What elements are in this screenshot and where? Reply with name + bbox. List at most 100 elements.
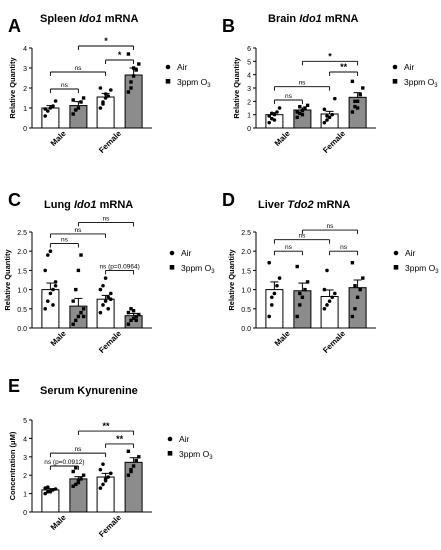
y-tick-label: 0.0 (17, 326, 27, 333)
data-point (267, 114, 272, 118)
data-point (98, 86, 103, 90)
significance-bracket: ns (273, 233, 331, 244)
data-point (325, 118, 329, 122)
y-axis-label: Relative Quantity (232, 57, 241, 119)
legend-o3-text: 3ppm O (404, 77, 435, 87)
data-point (355, 295, 360, 299)
data-point (48, 249, 53, 253)
significance-label: * (104, 36, 108, 46)
data-point (51, 287, 55, 292)
data-point (277, 276, 282, 280)
x-tick-label: Female (97, 129, 123, 155)
significance-bracket: ns (p=0.0964) (99, 263, 140, 275)
bar-o3 (348, 287, 367, 329)
data-point (305, 103, 310, 108)
significance-label: ns (285, 93, 293, 100)
significance-label: ns (327, 223, 335, 230)
data-point (272, 291, 277, 296)
data-point (303, 106, 307, 110)
data-point (48, 106, 53, 110)
data-point (53, 283, 58, 288)
significance-bracket: ns (49, 237, 79, 248)
significance-label: ns (75, 65, 83, 72)
data-point (71, 98, 75, 102)
x-tick-label: Male (49, 129, 68, 148)
chart-title: Lung Ido1 mRNA (44, 199, 133, 211)
legend-o3-marker (169, 265, 175, 270)
data-point (129, 467, 133, 472)
data-point (275, 110, 279, 114)
data-point (137, 312, 141, 317)
data-point (71, 469, 75, 474)
data-point (71, 112, 75, 116)
significance-bracket: ns (p=0.0912) (44, 459, 85, 470)
data-point (81, 307, 86, 311)
legend-air-label: Air (179, 434, 190, 444)
data-point (51, 104, 55, 108)
legend: Air 3ppm O3 (392, 62, 438, 89)
data-point (79, 100, 83, 104)
data-point (333, 96, 337, 101)
panel-letter: E (8, 376, 20, 396)
data-point (355, 106, 360, 110)
chart-title: Liver Tdo2 mRNA (258, 199, 350, 211)
data-point (48, 489, 53, 494)
data-point (74, 482, 78, 487)
data-point (106, 475, 110, 479)
legend-air-label: Air (405, 248, 416, 258)
legend-o3-text: 3ppm O (179, 449, 210, 459)
significance-bracket: ns (273, 244, 303, 256)
title-suffix: mRNA (97, 199, 134, 211)
panel-E: E Serum Kynurenine 0 1 2 3 4 5 Concentration (μM… (8, 376, 213, 539)
data-point (76, 268, 81, 273)
y-axis-label: Relative Quantity (227, 249, 236, 311)
bar-air (96, 96, 115, 129)
data-point (134, 314, 138, 319)
data-point (43, 307, 47, 311)
y-tick-label: 1.5 (241, 268, 251, 275)
data-point (101, 283, 105, 288)
data-point (295, 110, 299, 114)
data-point (361, 276, 365, 280)
y-tick-label: 3 (247, 86, 251, 93)
y-tick-label: 2 (23, 473, 27, 480)
title-gene: Ido1 (74, 199, 97, 211)
bar-air (265, 289, 284, 329)
y-tick-label: 1 (247, 113, 251, 120)
data-point (303, 287, 307, 292)
legend-o3-subscript: 3 (435, 269, 439, 275)
panel-letter: D (222, 190, 235, 210)
legend-o3-subscript: 3 (207, 83, 211, 89)
y-tick-label: 3 (23, 66, 27, 73)
data-point (43, 491, 47, 496)
data-point (350, 314, 355, 319)
data-point (350, 261, 355, 265)
title-main: Lung (44, 199, 74, 211)
data-point (101, 303, 105, 307)
data-point (325, 114, 329, 118)
legend-o3-text: 3ppm O (405, 263, 436, 273)
legend-o3-label: 3ppm O3 (405, 263, 439, 275)
data-point (327, 299, 332, 303)
data-point (53, 487, 58, 491)
significance-bracket: * (105, 50, 135, 64)
legend-air-label: Air (177, 62, 188, 72)
data-point (98, 287, 103, 292)
significance-bracket: ** (77, 421, 135, 436)
y-tick-label: 2 (23, 86, 27, 93)
data-point (43, 268, 47, 273)
data-point (71, 299, 75, 303)
data-point (76, 480, 81, 485)
data-point (103, 276, 108, 280)
y-tick-label: 3 (23, 455, 27, 462)
legend-o3-marker (167, 451, 173, 456)
legend-o3-label: 3ppm O3 (179, 449, 213, 461)
panel-letter: B (222, 16, 235, 36)
data-point (300, 295, 305, 299)
y-tick-label: 0 (247, 126, 251, 133)
data-point (74, 287, 78, 292)
y-tick-label: 0 (23, 126, 27, 133)
title-suffix: mRNA (102, 13, 139, 25)
data-point (98, 467, 103, 472)
y-tick-label: 0.5 (241, 307, 251, 314)
